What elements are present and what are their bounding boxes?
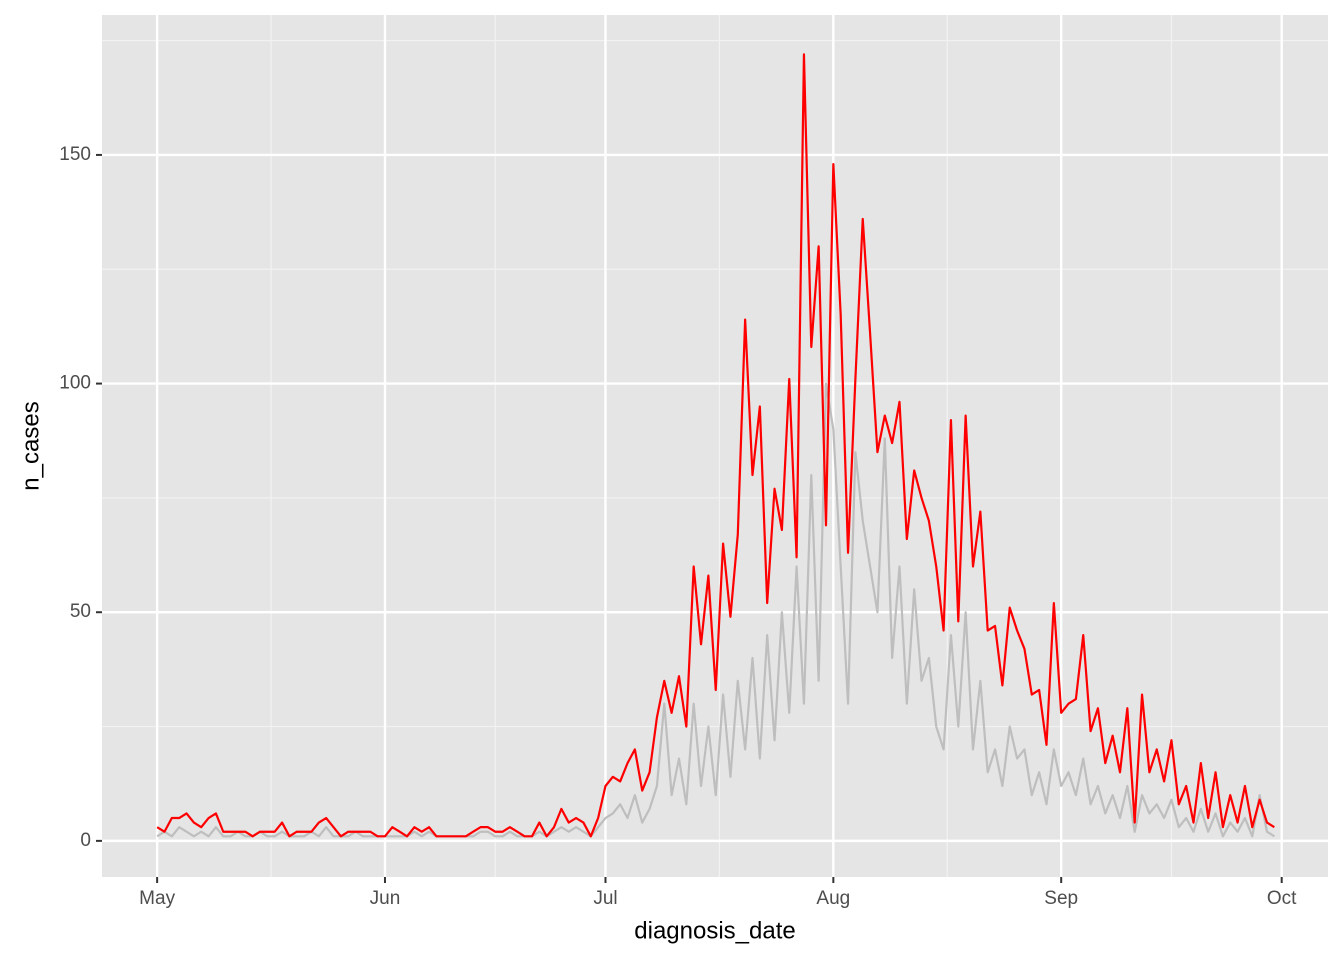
- x-axis-title: diagnosis_date: [634, 917, 795, 944]
- x-tick-label: Sep: [1044, 888, 1078, 909]
- x-tick-label: May: [139, 888, 175, 909]
- x-tick-label: Jul: [593, 888, 617, 909]
- y-tick-label: 150: [59, 144, 91, 165]
- x-tick-label: Oct: [1267, 888, 1297, 909]
- y-tick-label: 50: [70, 601, 91, 622]
- x-tick-label: Jun: [370, 888, 401, 909]
- data-line: [156, 382, 1275, 838]
- x-tick-label: Aug: [816, 888, 850, 909]
- y-tick-label: 0: [80, 830, 91, 851]
- data-line: [156, 53, 1275, 838]
- y-axis-title: n_cases: [17, 401, 44, 490]
- panel: [102, 15, 1328, 877]
- y-tick-label: 100: [59, 373, 91, 394]
